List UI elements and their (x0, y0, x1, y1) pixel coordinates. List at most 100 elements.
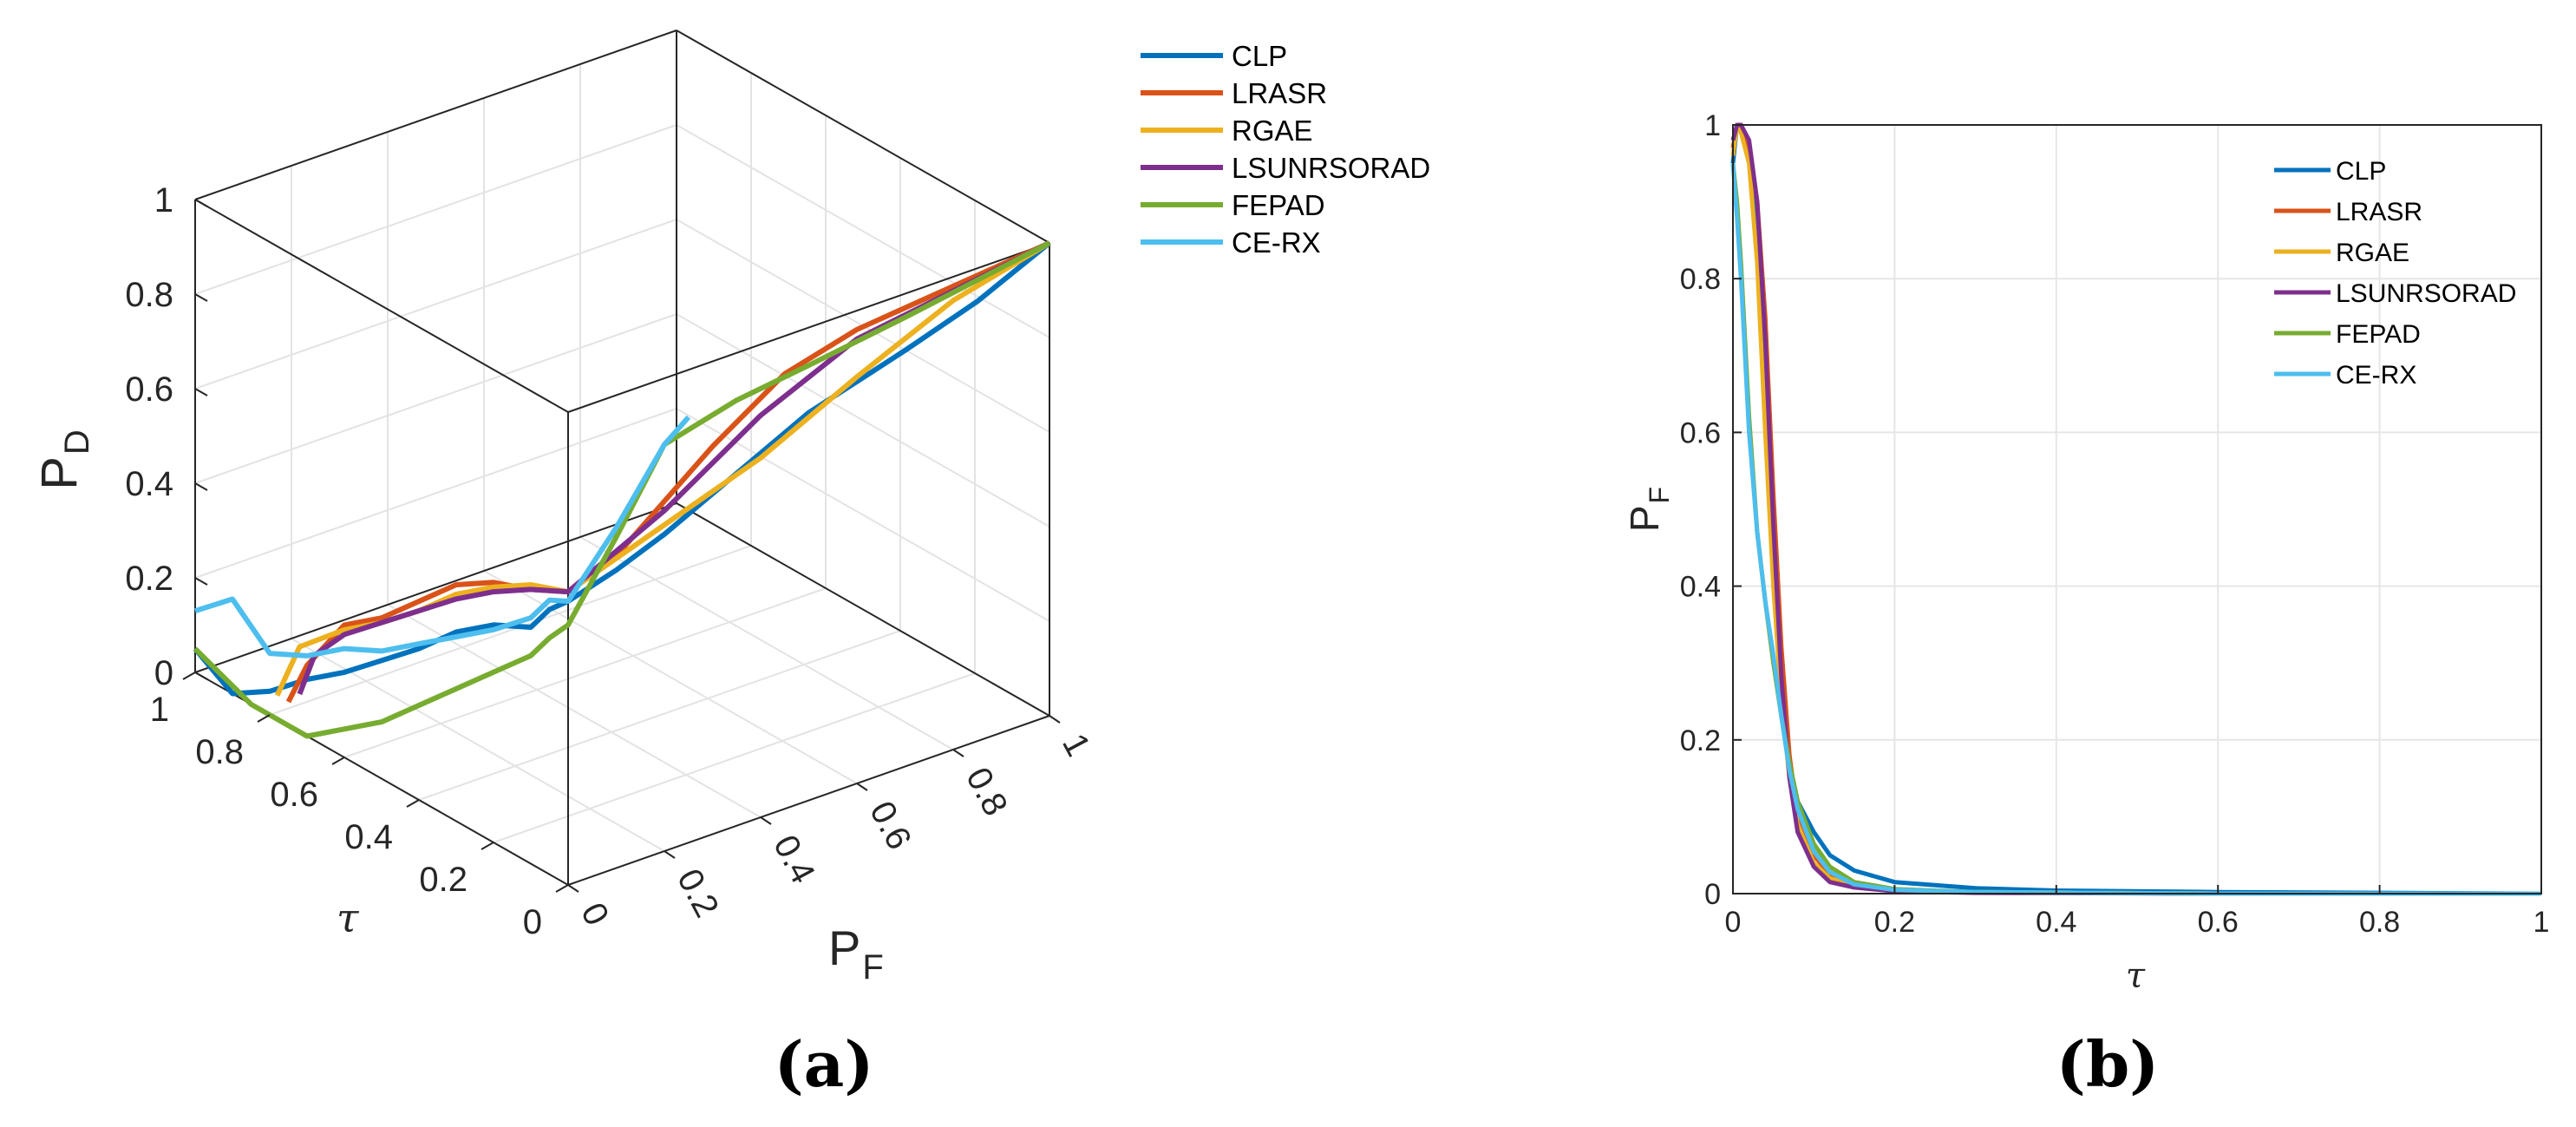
legend-label-fepad: FEPAD (1232, 189, 1325, 221)
y-tick-mark (257, 714, 271, 723)
legend-label-rgae: RGAE (1232, 115, 1313, 147)
y-tick-mark (406, 799, 420, 808)
panel-b-2d-plot: 0 0.2 0.4 0.6 0.8 1 0 0.2 0.4 0.6 0.8 1 PF τ CLP LRA… (1622, 109, 2549, 1101)
grid-line (194, 408, 677, 579)
x-tick-label: 1 (1055, 728, 1097, 763)
axes-edge (194, 199, 569, 413)
legend-label-clp: CLP (1232, 40, 1287, 72)
series-line-ce-rx (1730, 163, 2541, 896)
z-tick-mark (194, 482, 208, 491)
x-tick-label: 0.8 (2359, 906, 2400, 939)
panel-a-z-axis-label: PD (31, 429, 96, 490)
axes-edge (567, 715, 1050, 886)
y-tick-label: 0.4 (344, 818, 393, 856)
x-tick-mark (856, 783, 868, 791)
axes-edge (194, 29, 677, 200)
y-tick-label: 1 (1704, 109, 1721, 142)
z-tick-mark (194, 199, 208, 207)
legend-label-lsunrsorad: LSUNRSORAD (2336, 279, 2516, 308)
grid-line (194, 219, 677, 390)
x-tick-label: 1 (2534, 906, 2550, 939)
grid-line (579, 536, 954, 750)
legend-label-lsunrsorad: LSUNRSORAD (1232, 152, 1430, 184)
x-tick-label: 0.8 (958, 762, 1015, 822)
y-tick-label: 0.6 (270, 776, 318, 814)
y-tick-label: 0.8 (1680, 263, 1721, 296)
y-tick-label: 0.6 (1680, 416, 1721, 449)
series-line-rgae (274, 240, 1051, 697)
y-tick-label: 0.2 (1680, 724, 1721, 757)
z-tick-mark (194, 672, 208, 680)
z-tick-label: 0.6 (125, 370, 173, 409)
grid-line (676, 313, 1050, 527)
grid-line (343, 587, 827, 758)
panel-b-plot-area (1733, 125, 2541, 894)
panel-b-caption: (b) (2056, 1027, 2159, 1101)
z-tick-label: 0 (154, 654, 173, 692)
z-tick-mark (194, 293, 208, 302)
x-tick-label: 0.2 (1874, 906, 1915, 939)
legend-label-clp: CLP (2336, 157, 2386, 186)
panel-a-series-lines (193, 240, 1051, 739)
panel-b-x-axis-label: τ (2126, 956, 2146, 996)
y-tick-label: 0.8 (195, 733, 244, 771)
y-tick-label: 0 (523, 903, 542, 941)
panel-a-x-axis-label: PF (828, 921, 884, 986)
x-tick-mark (567, 884, 579, 893)
grid-line (194, 124, 677, 295)
series-line-ce-rx (194, 415, 691, 659)
legend-label-rgae: RGAE (2336, 239, 2409, 267)
legend-label-fepad: FEPAD (2336, 320, 2421, 349)
z-tick-mark (194, 577, 208, 586)
x-tick-label: 0.2 (670, 863, 726, 924)
grid-line (194, 313, 677, 484)
y-tick-label: 1 (150, 691, 169, 729)
panel-b-tick-labels: 0 0.2 0.4 0.6 0.8 1 0 0.2 0.4 0.6 0.8 1 (1680, 109, 2550, 939)
x-tick-label: 0 (573, 897, 616, 932)
grid-line (269, 545, 752, 716)
z-tick-mark (194, 388, 208, 396)
x-tick-mark (664, 850, 676, 859)
z-tick-label: 0.8 (125, 276, 173, 314)
y-tick-mark (331, 757, 345, 765)
axes-edge (567, 242, 1050, 413)
panel-a-legend: CLP LRASR RGAE LSUNRSORAD FEPAD CE-RX (1141, 40, 1430, 259)
series-line-fepad (193, 240, 1051, 739)
x-tick-label: 0 (1725, 906, 1742, 939)
z-tick-label: 0.4 (125, 465, 173, 503)
grid-line (483, 570, 858, 784)
y-tick-mark (182, 672, 196, 680)
legend-label-ce-rx: CE-RX (1232, 226, 1321, 259)
x-tick-label: 0.6 (862, 796, 919, 856)
panel-a-y-axis-label: τ (337, 894, 360, 941)
legend-label-lrasr: LRASR (2336, 198, 2422, 226)
axes-edge (676, 29, 1050, 244)
x-tick-label: 0.6 (2198, 906, 2239, 939)
axes-edge (676, 502, 1050, 717)
grid-line (418, 630, 901, 801)
x-tick-label: 0.4 (2036, 906, 2076, 939)
x-tick-mark (760, 816, 772, 825)
x-tick-mark (952, 749, 964, 757)
z-tick-label: 1 (154, 181, 173, 220)
panel-a-caption: (a) (775, 1027, 874, 1101)
y-tick-label: 0.2 (419, 861, 467, 899)
legend-label-ce-rx: CE-RX (2336, 361, 2416, 390)
legend-label-lrasr: LRASR (1232, 77, 1327, 109)
y-tick-label: 0 (1704, 878, 1721, 911)
grid-line (676, 408, 1050, 622)
y-tick-label: 0.4 (1680, 571, 1721, 604)
z-tick-label: 0.2 (125, 560, 173, 598)
grid-line (291, 638, 665, 852)
panel-b-series-lines (1730, 122, 2542, 896)
axes-edge (194, 502, 677, 673)
y-tick-mark (481, 842, 494, 850)
y-tick-mark (555, 884, 569, 893)
x-tick-label: 0.4 (766, 829, 822, 890)
grid-line (493, 672, 976, 843)
panel-b-y-axis-label: PF (1622, 487, 1675, 532)
panel-b-legend: CLP LRASR RGAE LSUNRSORAD FEPAD CE-RX (2274, 157, 2516, 390)
x-tick-mark (1049, 715, 1061, 724)
